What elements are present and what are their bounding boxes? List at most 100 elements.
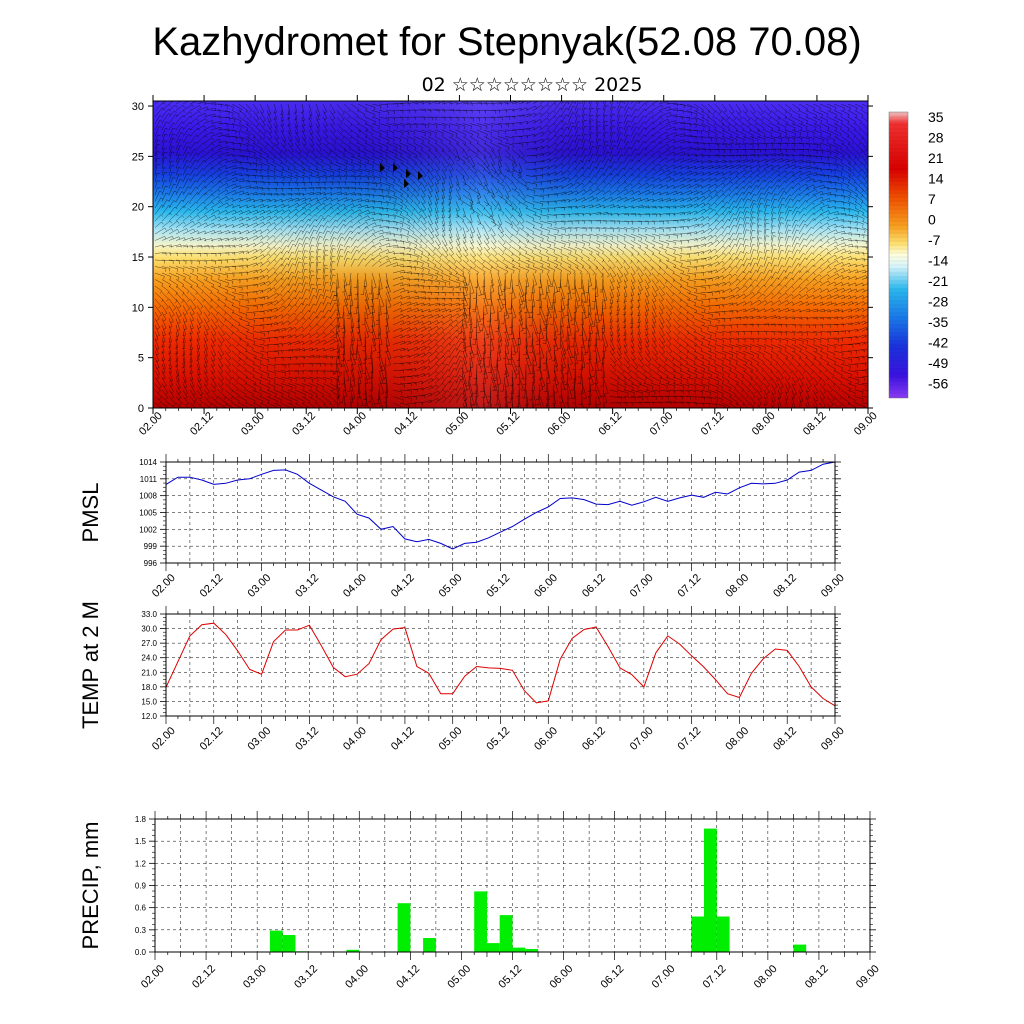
colorbar-label: 35 <box>928 109 944 125</box>
y-tick-label: 1011 <box>140 475 158 484</box>
x-tick-label: 07.00 <box>650 963 678 991</box>
y-tick-label: 25 <box>132 151 144 163</box>
x-tick-label: 06.12 <box>580 572 608 600</box>
precip-bar <box>499 915 513 952</box>
y-tick-label: 24.0 <box>141 654 157 663</box>
x-tick-label: 07.12 <box>676 572 704 600</box>
x-tick-label: 05.00 <box>445 963 473 991</box>
y-tick-label: 0.0 <box>135 948 147 957</box>
x-tick-label: 04.12 <box>392 410 420 438</box>
colorbar-label: -21 <box>928 273 948 289</box>
precip-bar <box>793 944 807 952</box>
x-tick-label: 03.00 <box>239 410 267 438</box>
precip-bar <box>474 891 487 952</box>
x-tick-label: 05.12 <box>484 725 512 753</box>
y-tick-label: 1.8 <box>135 815 147 824</box>
y-tick-label: 1014 <box>139 458 157 467</box>
y-tick-label: 5 <box>138 353 144 365</box>
colorbar-label: -42 <box>928 335 948 351</box>
y-tick-label: 18.0 <box>141 683 157 692</box>
colorbar-label: -14 <box>928 253 948 269</box>
temp-line <box>165 622 836 707</box>
precip-bar <box>512 947 526 952</box>
wind-flag <box>418 171 423 180</box>
x-tick-label: 06.00 <box>532 572 560 600</box>
y-tick-label: 1005 <box>139 509 157 518</box>
x-tick-label: 08.12 <box>771 725 799 753</box>
x-tick-label: 03.00 <box>245 572 273 600</box>
wind-flag <box>406 169 411 178</box>
y-tick-label: 15 <box>132 252 144 264</box>
y-tick-label: 0.6 <box>135 904 147 913</box>
y-axis-label: PRECIP, mm <box>78 822 103 950</box>
x-tick-label: 07.12 <box>699 410 727 438</box>
x-tick-label: 02.12 <box>198 572 226 600</box>
x-tick-label: 05.00 <box>443 410 471 438</box>
y-tick-label: 1002 <box>139 525 157 534</box>
x-tick-label: 09.00 <box>819 725 847 753</box>
y-tick-label: 27.0 <box>141 639 157 648</box>
colorbar-label: 7 <box>928 191 936 207</box>
precip-bar <box>269 930 283 952</box>
wind-barb-field <box>154 101 868 408</box>
y-axis-label: TEMP at 2 M <box>78 601 103 729</box>
precip-bar <box>691 916 705 952</box>
wind-flag <box>404 179 409 188</box>
colorbar-bands <box>889 112 908 398</box>
x-tick-label: 05.12 <box>494 410 522 438</box>
y-tick-label: 0.3 <box>135 926 147 935</box>
precip-bar <box>423 938 436 952</box>
x-tick-label: 05.12 <box>484 572 512 600</box>
y-axis-label: PMSL <box>78 483 103 543</box>
x-tick-label: 02.12 <box>198 725 226 753</box>
x-tick-label: 04.12 <box>389 572 417 600</box>
x-tick-label: 09.00 <box>852 410 880 438</box>
x-tick-label: 02.00 <box>150 725 178 753</box>
precip-bar <box>704 828 717 952</box>
y-tick-label: 33.0 <box>141 610 157 619</box>
pmsl-panel: 996 999 1002 1005 1008 1011 1014 02.00 02.12 03.0… <box>78 454 847 600</box>
x-tick-label: 04.00 <box>341 572 369 600</box>
x-tick-label: 04.00 <box>341 725 369 753</box>
colorbar-label: 14 <box>928 171 944 187</box>
x-tick-label: 03.12 <box>293 572 321 600</box>
colorbar-label: 0 <box>928 212 936 228</box>
x-tick-label: 05.00 <box>437 725 465 753</box>
x-tick-label: 05.00 <box>437 572 465 600</box>
x-tick-label: 02.00 <box>139 963 167 991</box>
pmsl-line <box>165 461 836 550</box>
chart-title: Kazhydromet for Stepnyak(52.08 70.08) <box>152 20 861 64</box>
x-tick-label: 02.00 <box>150 572 178 600</box>
x-tick-label: 07.00 <box>648 410 676 438</box>
wind-flag <box>393 163 398 172</box>
y-tick-label: 1.5 <box>135 837 147 846</box>
y-tick-label: 10 <box>132 302 144 314</box>
x-tick-label: 03.12 <box>292 963 320 991</box>
colorbar-label: -35 <box>928 314 948 330</box>
colorbar-scale <box>888 111 909 399</box>
y-tick-label: 999 <box>144 542 158 551</box>
chart-subtitle: 02 ☆☆☆☆☆☆☆☆ 2025 <box>422 74 643 96</box>
x-tick-label: 06.12 <box>599 963 627 991</box>
x-tick-label: 08.00 <box>723 572 751 600</box>
x-tick-label: 03.12 <box>293 725 321 753</box>
y-tick-label: 1.2 <box>135 859 147 868</box>
colorbar-label: -49 <box>928 355 948 371</box>
y-tick-label: 1008 <box>139 492 157 501</box>
wind-barbs <box>154 101 868 408</box>
y-tick-label: 0.9 <box>135 882 147 891</box>
x-tick-label: 03.00 <box>241 963 269 991</box>
precip-bar <box>525 949 539 952</box>
precip-panel: 0.0 0.3 0.6 0.9 1.2 1.5 1.8 02.00 02.12 03.00 03.1… <box>78 811 882 991</box>
y-tick-label: 996 <box>144 559 158 568</box>
wind-flag <box>380 163 385 172</box>
precip-bar <box>487 943 500 952</box>
y-tick-label: 20 <box>132 202 144 214</box>
x-tick-label: 06.12 <box>580 725 608 753</box>
x-tick-label: 02.12 <box>188 410 216 438</box>
x-tick-label: 05.12 <box>496 963 524 991</box>
cross-section-shading <box>153 101 868 408</box>
precip-bar <box>716 916 730 952</box>
precip-bar <box>397 903 411 952</box>
